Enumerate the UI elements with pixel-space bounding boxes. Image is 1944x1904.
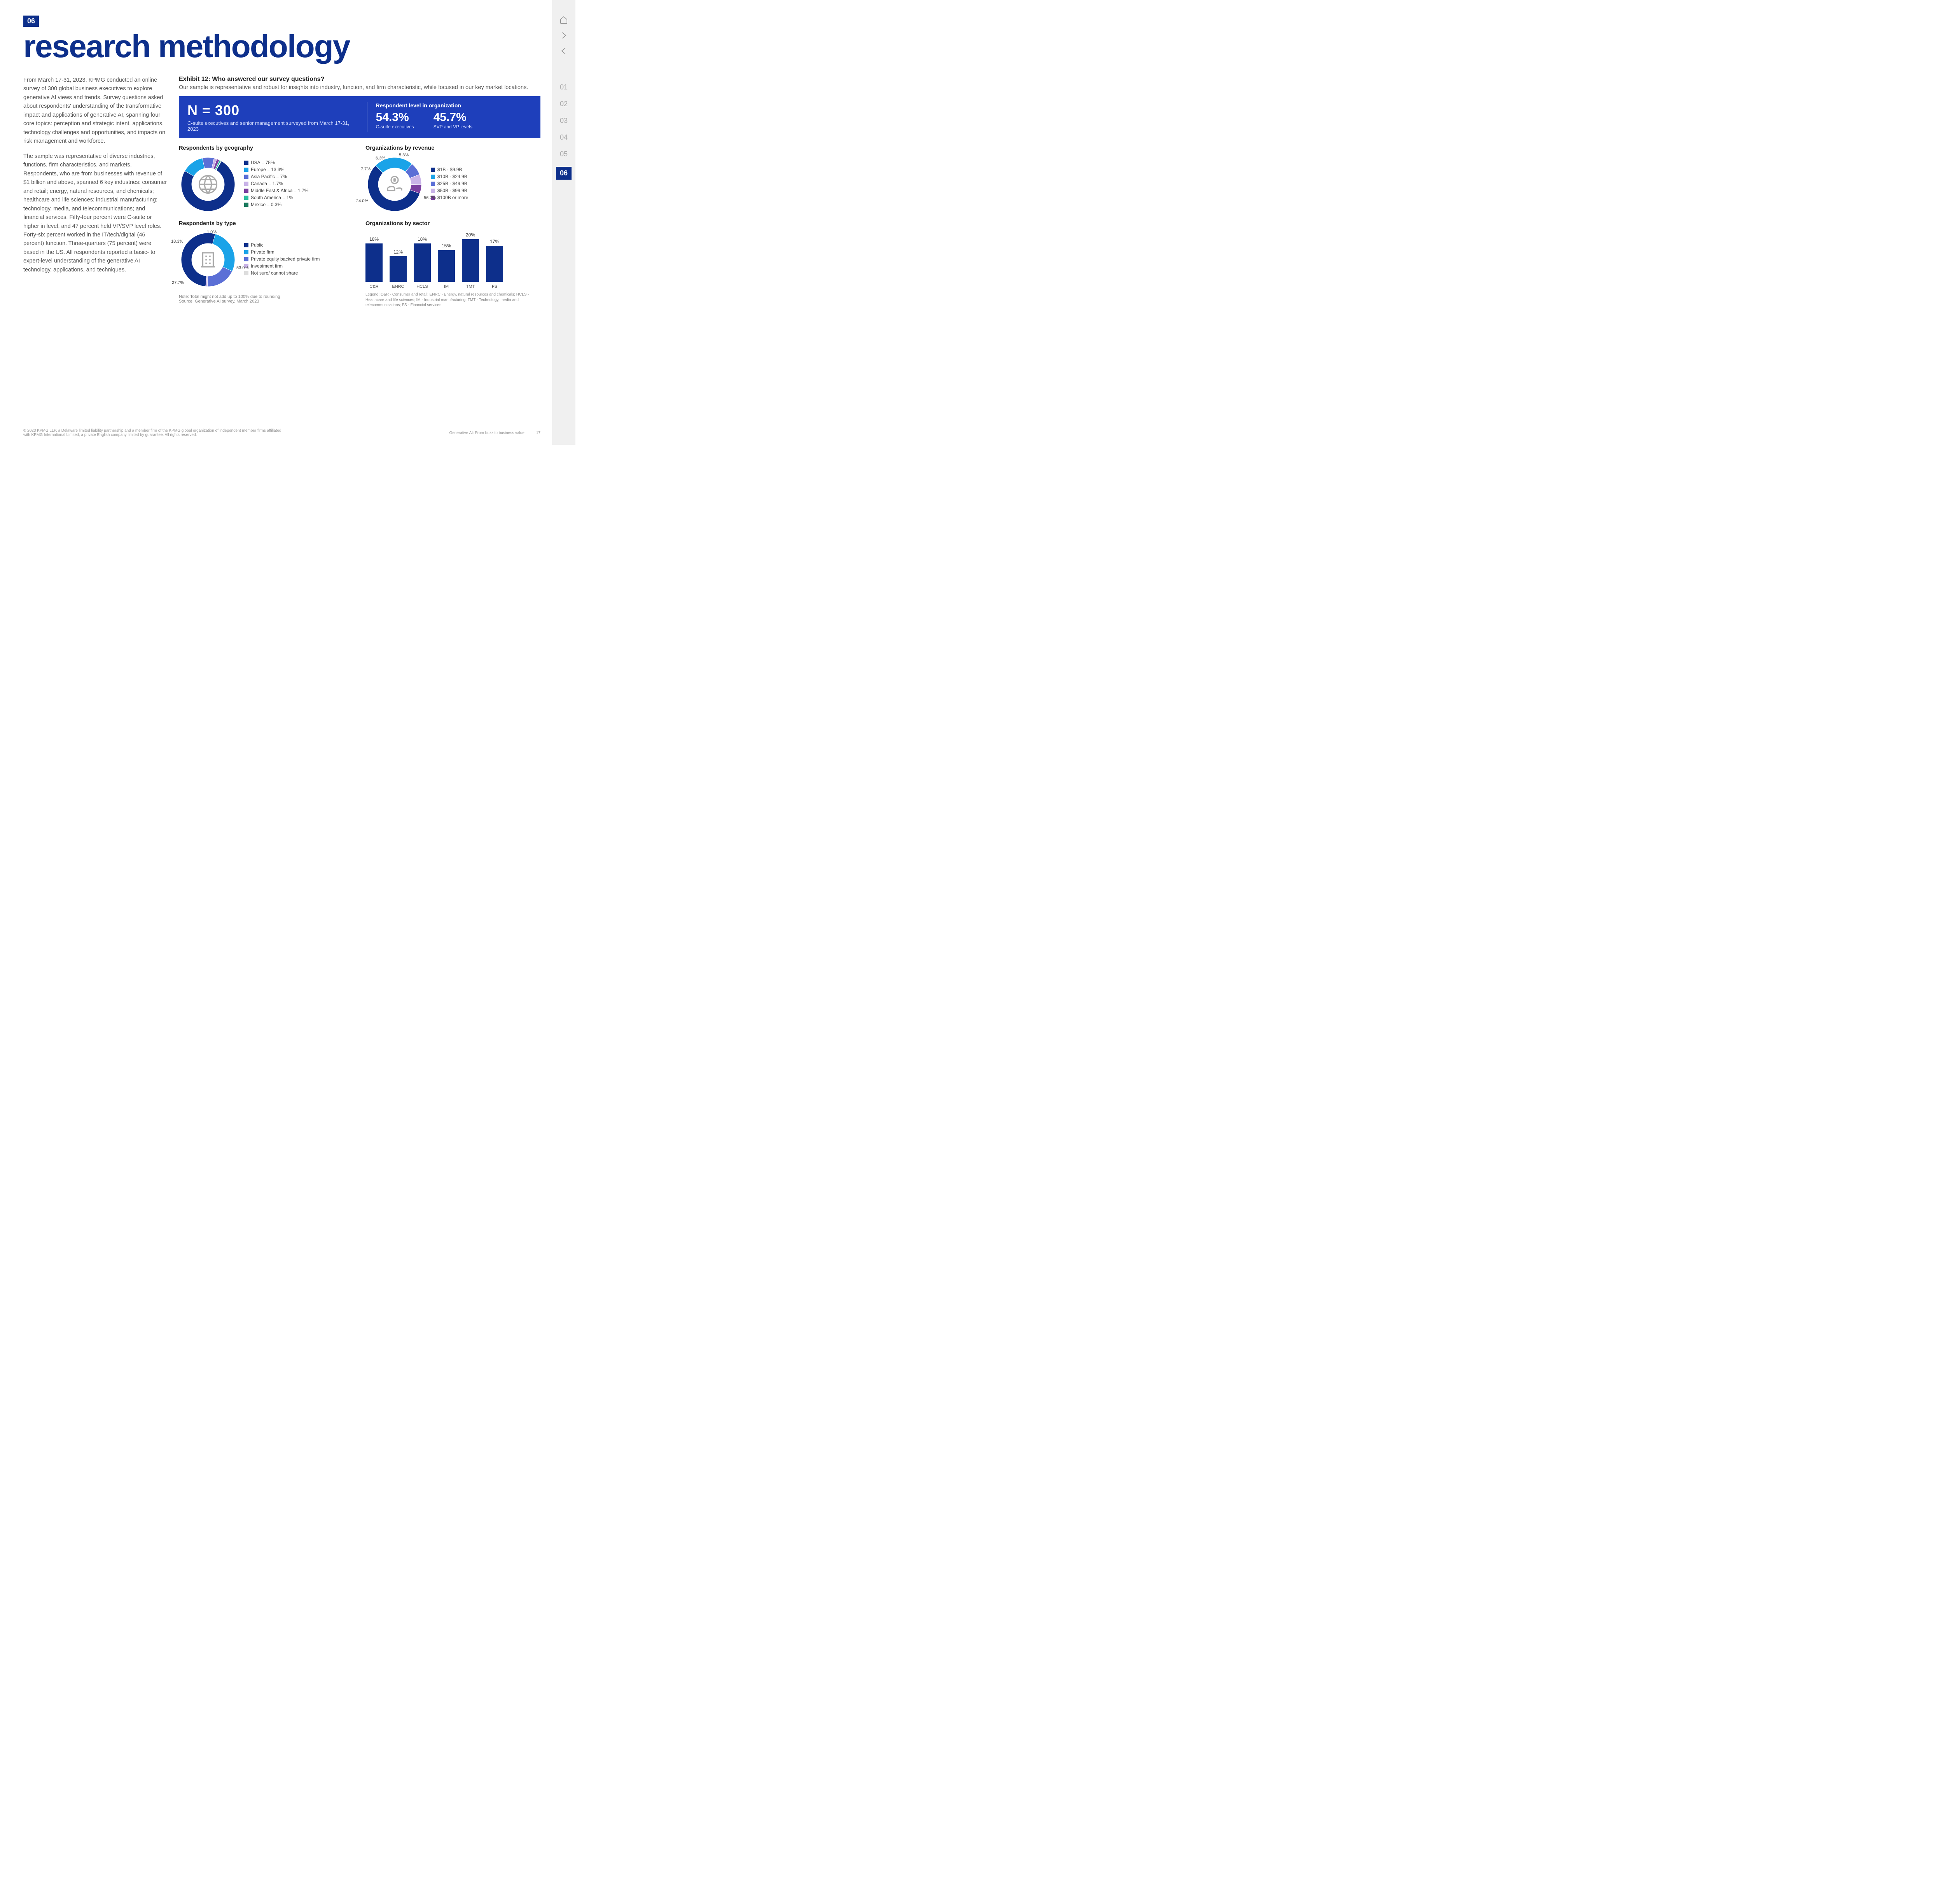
sector-legend: Legend: C&R - Consumer and retail; ENRC …: [365, 292, 540, 308]
legend-item: $25B - $49.9B: [431, 181, 468, 186]
bar-col: 18%C&R: [365, 236, 383, 289]
intro-p1: From March 17-31, 2023, KPMG conducted a…: [23, 76, 167, 146]
legend-item: Asia Pacific = 7%: [244, 174, 308, 179]
bar-col: 12%ENRC: [390, 249, 407, 289]
chart-geography: Respondents by geography USA = 75% Europe…: [179, 145, 354, 214]
legend-geo: USA = 75% Europe = 13.3% Asia Pacific = 7%…: [244, 160, 308, 209]
summary-band: N = 300 C-suite executives and senior ma…: [179, 96, 540, 138]
exhibit-subtitle: Our sample is representative and robust …: [179, 84, 540, 91]
legend-item: $10B - $24.9B: [431, 174, 468, 179]
legend-item: Mexico = 0.3%: [244, 202, 308, 207]
sample-size: N = 300: [187, 102, 359, 119]
bar-col: 18%HCLS: [414, 236, 431, 289]
type-title: Respondents by type: [179, 220, 354, 227]
nav-sidebar: 01 02 03 04 05 06: [552, 0, 575, 445]
band-heading: Respondent level in organization: [376, 102, 532, 108]
bar-chart: 18%C&R 12%ENRC 18%HCLS 15%IM 20%TMT 17%FS: [365, 231, 540, 289]
callout: 6.3%: [376, 156, 385, 161]
legend-item: USA = 75%: [244, 160, 308, 165]
rev-title: Organizations by revenue: [365, 145, 540, 151]
legend-item: $100B or more: [431, 195, 468, 200]
chart-type: Respondents by type 1.0%18.3%27.7%53.0% …: [179, 220, 354, 308]
nav-05[interactable]: 05: [556, 150, 572, 158]
legend-item: Canada = 1.7%: [244, 181, 308, 186]
chart-revenue: Organizations by revenue 5.3%6.3%7.7%24.…: [365, 145, 540, 214]
intro-column: From March 17-31, 2023, KPMG conducted a…: [23, 76, 167, 423]
exhibit-title: Exhibit 12: Who answered our survey ques…: [179, 76, 540, 83]
legend-item: Private equity backed private firm: [244, 256, 320, 262]
bar-col: 17%FS: [486, 239, 503, 289]
legend-item: $50B - $99.9B: [431, 188, 468, 193]
callout: 24.0%: [356, 199, 368, 203]
money-icon: [384, 174, 405, 195]
legend-item: $1B - $9.9B: [431, 167, 468, 172]
globe-icon: [198, 174, 219, 195]
legend-item: Public: [244, 242, 320, 248]
footer-doc: Generative AI: From buzz to business val…: [449, 431, 524, 435]
nav-03[interactable]: 03: [556, 117, 572, 125]
stat1-lbl: C-suite executives: [376, 124, 414, 130]
section-badge: 06: [23, 16, 39, 27]
legend-item: South America = 1%: [244, 195, 308, 200]
note-1: Note: Total might not add up to 100% due…: [179, 294, 354, 299]
building-icon: [198, 249, 219, 270]
prev-icon[interactable]: [559, 47, 568, 55]
next-icon[interactable]: [559, 31, 568, 40]
legend-item: Investment firm: [244, 263, 320, 269]
nav-01[interactable]: 01: [556, 83, 572, 91]
legend-item: Middle East & Africa = 1.7%: [244, 188, 308, 193]
home-icon[interactable]: [559, 16, 568, 24]
callout: 7.7%: [361, 167, 371, 172]
callout: 56.7%: [424, 196, 436, 200]
footer-page: 17: [536, 431, 540, 435]
legend-item: Not sure/ cannot share: [244, 270, 320, 276]
nav-02[interactable]: 02: [556, 100, 572, 108]
stat2-lbl: SVP and VP levels: [434, 124, 472, 130]
bar-col: 15%IM: [438, 243, 455, 289]
stat2-pct: 45.7%: [434, 111, 472, 124]
chart-sector: Organizations by sector 18%C&R12%ENRC18%…: [365, 220, 540, 308]
legend-item: Private firm: [244, 249, 320, 255]
page-footer: © 2023 KPMG LLP, a Delaware limited liab…: [23, 423, 540, 437]
page-title: research methodology: [23, 28, 540, 65]
legend-item: Europe = 13.3%: [244, 167, 308, 172]
callout: 53.0%: [236, 266, 248, 270]
stat1-pct: 54.3%: [376, 111, 414, 124]
callout: 27.7%: [172, 280, 184, 285]
legend-rev: $1B - $9.9B $10B - $24.9B $25B - $49.9B $50…: [431, 167, 468, 202]
callout: 1.0%: [207, 230, 217, 234]
intro-p2: The sample was representative of diverse…: [23, 152, 167, 275]
legend-type: PublicPrivate firmPrivate equity backed …: [244, 242, 320, 277]
nav-06[interactable]: 06: [556, 167, 572, 180]
geo-title: Respondents by geography: [179, 145, 354, 151]
callout: 5.3%: [399, 153, 409, 158]
sector-title: Organizations by sector: [365, 220, 540, 227]
sample-desc: C-suite executives and senior management…: [187, 120, 359, 132]
bar-col: 20%TMT: [462, 232, 479, 289]
nav-04[interactable]: 04: [556, 133, 572, 142]
footer-copyright: © 2023 KPMG LLP, a Delaware limited liab…: [23, 429, 288, 437]
callout: 18.3%: [171, 239, 183, 244]
note-2: Source: Generative AI survey, March 2023: [179, 299, 354, 304]
